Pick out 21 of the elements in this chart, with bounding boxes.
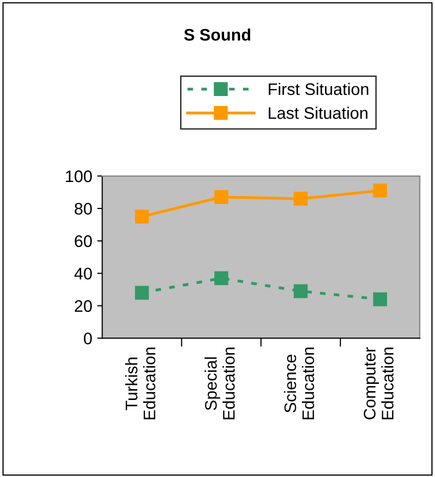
point	[214, 271, 228, 286]
legend-label: Last Situation	[268, 106, 368, 119]
chart-title: S Sound	[184, 28, 250, 41]
point	[294, 284, 308, 298]
point	[214, 190, 228, 204]
legend-label: First Situation	[268, 82, 368, 96]
point	[294, 192, 308, 206]
point	[373, 184, 388, 198]
y-tick-label: 0	[84, 332, 92, 344]
point	[134, 210, 149, 224]
y-tick-label: 60	[74, 235, 92, 248]
x-tick-label: Science Education	[284, 348, 314, 420]
y-tick-label: 100	[66, 170, 92, 182]
point	[134, 286, 149, 300]
point	[373, 292, 388, 306]
x-tick-label: Turkish Education	[125, 348, 156, 420]
y-tick-label: 80	[74, 202, 92, 215]
y-tick-label: 40	[74, 268, 92, 280]
y-tick-label: 20	[74, 300, 92, 312]
x-tick-label: Computer Education	[364, 347, 394, 420]
x-tick-label: Special Education	[204, 348, 235, 420]
